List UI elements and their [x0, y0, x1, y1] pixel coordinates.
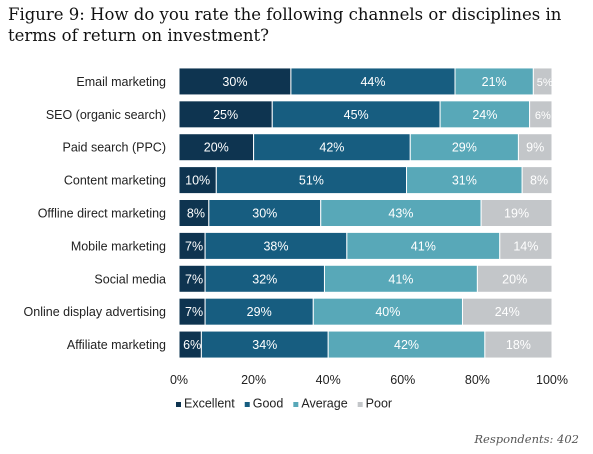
legend-label: Excellent [184, 397, 235, 411]
category-label: Content marketing [64, 174, 166, 188]
category-label: Email marketing [76, 75, 166, 89]
data-label: 7% [185, 239, 203, 253]
data-label: 8% [530, 174, 548, 188]
data-label: 29% [247, 305, 272, 319]
bar-segment [529, 100, 553, 129]
bar-segment [517, 133, 553, 162]
category-label: Online display advertising [24, 305, 166, 319]
data-label: 14% [513, 239, 538, 253]
bar-segment [346, 231, 501, 260]
data-label: 45% [344, 108, 369, 122]
data-label: 19% [504, 207, 529, 221]
legend-label: Poor [366, 397, 392, 411]
data-label: 44% [360, 75, 385, 89]
data-label: 51% [299, 174, 324, 188]
bar-segment [323, 264, 478, 293]
chart-title: Figure 9: How do you rate the following … [8, 5, 562, 45]
bar-segment [461, 297, 553, 326]
data-label: 24% [472, 108, 497, 122]
bar-segment [215, 166, 408, 195]
x-tick-label: 0% [170, 373, 188, 387]
data-label: 30% [252, 207, 277, 221]
bar-segment [484, 330, 553, 359]
data-label: 30% [222, 75, 247, 89]
bar-segment [521, 166, 553, 195]
data-label: 41% [411, 239, 436, 253]
data-label: 5% [537, 77, 553, 89]
bar-segment [204, 231, 348, 260]
bar-segment [320, 199, 482, 227]
bar-segment [253, 133, 411, 162]
x-tick-label: 80% [465, 373, 490, 387]
x-tick-label: 100% [536, 373, 568, 387]
legend-label: Good [253, 397, 284, 411]
data-label: 42% [394, 338, 419, 352]
bar-segment [178, 297, 206, 326]
data-label: 38% [263, 239, 288, 253]
legend-swatch [176, 402, 181, 407]
x-tick-label: 40% [316, 373, 341, 387]
data-label: 42% [319, 141, 344, 155]
bar-segment [178, 67, 292, 96]
legend-swatch [357, 402, 363, 407]
data-label: 24% [495, 305, 520, 319]
data-label: 25% [213, 108, 238, 122]
category-label: Affiliate marketing [67, 338, 166, 352]
data-label: 31% [452, 174, 477, 188]
data-label: 32% [252, 272, 277, 286]
bar-segment [208, 199, 322, 227]
category-label: Social media [94, 272, 166, 286]
data-label: 7% [185, 272, 203, 286]
category-label: Paid search (PPC) [62, 141, 166, 155]
respondents-note: Respondents: 402 [474, 432, 579, 446]
category-label: SEO (organic search) [46, 108, 166, 122]
category-label: Offline direct marketing [38, 207, 166, 221]
bar-segment [204, 297, 314, 326]
bar-segment [454, 67, 534, 96]
bar-segment [200, 330, 329, 359]
bar-segment [476, 264, 553, 293]
data-label: 6% [535, 110, 551, 122]
bar-segment [499, 231, 553, 260]
data-label: 40% [375, 305, 400, 319]
data-label: 8% [187, 207, 205, 221]
bar-segment [327, 330, 486, 359]
data-label: 6% [183, 338, 201, 352]
data-label: 34% [252, 338, 277, 352]
x-tick-label: 20% [241, 373, 266, 387]
data-label: 20% [502, 272, 527, 286]
data-label: 9% [526, 141, 544, 155]
data-label: 18% [506, 338, 531, 352]
bar-segment [178, 231, 206, 260]
bar-segment [204, 264, 325, 293]
legend-swatch [244, 402, 250, 407]
data-label: 41% [388, 272, 413, 286]
bar-segment [480, 199, 553, 227]
data-label: 29% [452, 141, 477, 155]
bar-segment [532, 67, 553, 96]
legend-swatch [293, 402, 299, 407]
bar-segment [271, 100, 441, 129]
legend-label: Average [301, 397, 347, 411]
data-label: 7% [185, 305, 203, 319]
x-tick-label: 60% [390, 373, 415, 387]
bar-segment [178, 264, 206, 293]
bar-segment [312, 297, 463, 326]
data-label: 10% [185, 174, 210, 188]
bar-segment [178, 199, 210, 227]
bar-segment [439, 100, 531, 129]
data-label: 21% [482, 75, 507, 89]
category-label: Mobile marketing [71, 239, 166, 253]
data-label: 43% [388, 207, 413, 221]
data-label: 20% [204, 141, 229, 155]
